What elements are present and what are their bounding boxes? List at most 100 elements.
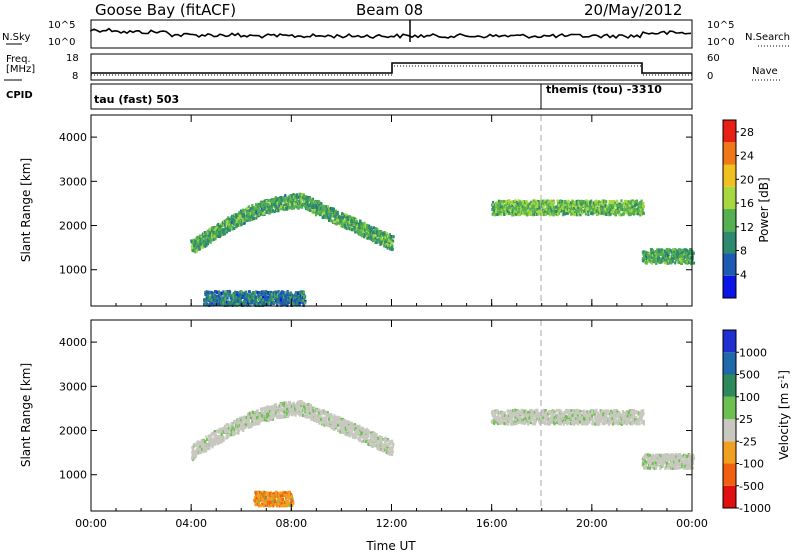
echo-cell [390,452,393,456]
echo-cell [266,415,270,419]
echo-cell [201,441,204,445]
echo-cell [604,204,607,208]
echo-cell [500,212,503,216]
echo-cell [291,413,294,417]
echo-cell [300,203,303,207]
echo-cell [596,208,599,212]
echo-cell [377,439,380,443]
echo-cell [692,252,695,256]
echo-cell [351,220,354,224]
echo-cell [199,234,202,238]
echo-cell [353,424,357,428]
echo-cell [650,261,654,265]
echo-cell [354,432,357,436]
echo-cell [293,302,297,306]
echo-cell [665,261,668,265]
echo-cell [297,302,300,306]
echo-cell [201,239,204,243]
echo-cell [381,240,384,243]
echo-cell [270,302,273,306]
echo-cell [223,429,226,433]
echo-cell [226,427,229,431]
echo-cell [330,425,334,429]
echo-cell [224,222,227,226]
echo-cell [631,205,634,209]
echo-cell [218,231,221,235]
echo-cell [320,202,323,205]
echo-cell [265,291,268,295]
echo-cell [237,217,240,221]
echo-cell [244,418,248,422]
echo-cell [326,421,329,425]
echo-cell [253,212,256,216]
echo-cell [288,198,291,202]
echo-cell [496,213,499,217]
echo-cell [376,231,379,235]
echo-cell [332,424,335,428]
echo-cell [298,291,301,294]
echo-cell [256,422,259,425]
echo-cell [342,216,345,220]
echo-cell [322,211,325,215]
echo-cell [492,203,495,207]
echo-cell [642,250,645,254]
echo-cell [638,209,641,213]
echo-cell [206,294,209,298]
echo-cell [507,209,510,213]
echo-cell [221,436,224,440]
echo-cell [340,430,344,434]
echo-cell [202,235,205,239]
echo-cell [243,303,246,307]
echo-cell [591,208,595,212]
echo-cell [606,204,609,208]
echo-cell [571,209,574,213]
echo-cell [298,192,301,196]
echo-cell [245,300,248,303]
echo-cell [626,205,629,209]
echo-cell [556,199,559,203]
echo-cell [345,213,348,217]
echo-cell [213,430,217,433]
echo-cell [388,236,391,240]
echo-cell [652,258,655,262]
colorbar-tick-label: 4 [740,268,747,281]
echo-cell [216,437,220,441]
echo-cell [642,205,645,209]
echo-cell [216,290,219,294]
echo-cell [195,243,198,247]
echo-cell [552,201,556,205]
echo-cell [286,207,289,211]
echo-cell [258,298,261,302]
echo-cell [299,412,302,415]
echo-cell [228,429,231,433]
echo-cell [315,420,318,423]
echo-cell [265,418,268,422]
echo-cell [221,230,224,234]
echo-cell [261,412,264,415]
echo-cell [247,293,250,297]
echo-cell [503,411,506,415]
echo-cell [244,297,247,301]
echo-cell [372,435,375,439]
echo-cell [209,443,212,447]
echo-cell [329,213,332,217]
echo-cell [280,198,283,202]
echo-cell [331,417,334,421]
echo-cell [506,414,509,418]
echo-cell [384,448,387,452]
echo-cell [365,440,368,443]
echo-cell [372,444,375,447]
echo-cell [666,251,669,255]
echo-cell [361,435,364,439]
echo-cell [205,438,209,441]
echo-cell [245,416,248,419]
echo-cell [519,201,522,205]
echo-cell [665,247,668,251]
echo-cell [230,433,233,437]
echo-cell [252,410,255,414]
echo-cell [279,408,282,412]
echo-cell [248,411,251,415]
echo-cell [279,415,282,419]
echo-cell [386,246,389,250]
